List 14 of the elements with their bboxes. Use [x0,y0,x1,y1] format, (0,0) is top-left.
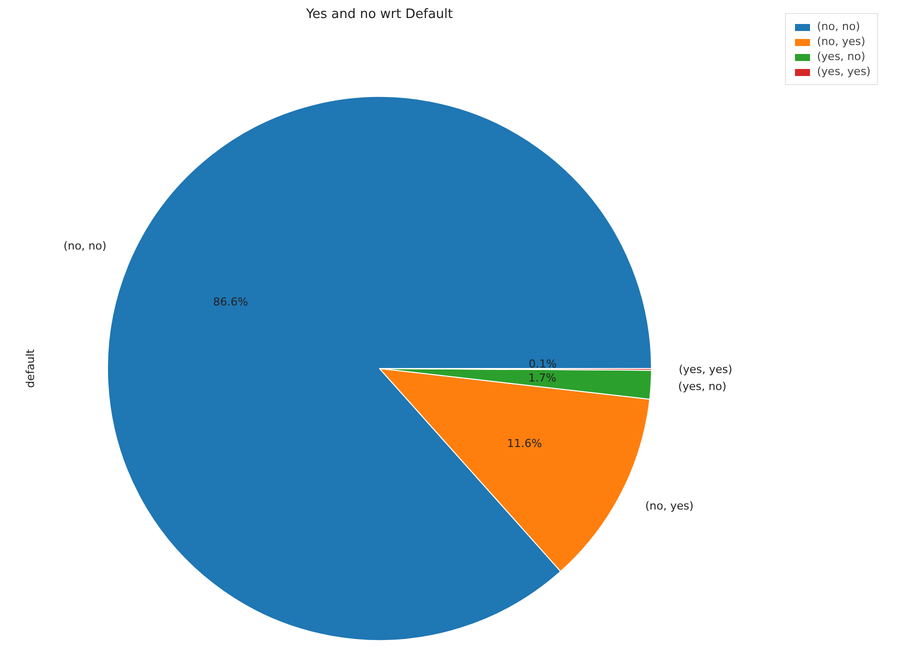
data-label: 11.6% [506,437,542,450]
slice-label: (yes, no) [678,380,726,393]
slice-label: (no, no) [63,240,106,253]
data-label: 86.6% [213,295,248,308]
chart-title: Yes and no wrt Default [305,7,453,22]
legend-label: (yes, no) [817,50,866,63]
legend-label: (yes, yes) [817,65,871,78]
legend-label: (no, no) [817,20,860,33]
data-label: 0.1% [528,358,557,371]
data-label: 1.7% [528,372,556,385]
slice-label: (no, yes) [645,500,694,513]
text: default [24,348,37,388]
slice-label: (yes, yes) [678,362,732,376]
legend-label: (no, yes) [817,35,866,48]
